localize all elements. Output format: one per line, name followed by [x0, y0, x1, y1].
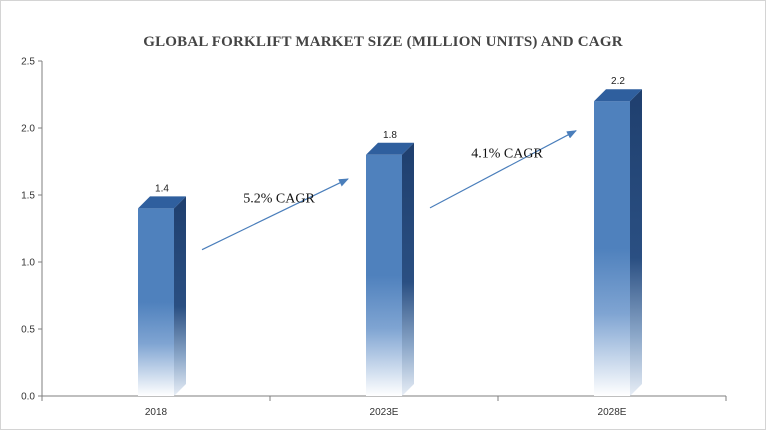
cagr-annotations: 5.2% CAGR 4.1% CAGR	[201, 130, 577, 251]
bar-front-face	[594, 101, 630, 396]
y-tick-label: 2.5	[21, 57, 35, 68]
data-label: 1.8	[383, 130, 397, 141]
cagr-arrow	[201, 178, 349, 251]
y-tick-label: 2.0	[21, 124, 35, 135]
bar-2018	[138, 196, 186, 396]
x-tick-label: 2018	[145, 407, 168, 418]
y-tick-label: 0.5	[21, 325, 35, 336]
bar-side-face	[402, 142, 414, 396]
bar-front-face	[366, 154, 402, 396]
cagr-label: 5.2% CAGR	[243, 191, 315, 206]
bar-top-face	[138, 196, 186, 209]
bar-side-face	[174, 196, 186, 396]
bar-side-face	[630, 89, 642, 396]
bar-top-face	[594, 89, 642, 102]
x-tick-label: 2028E	[598, 407, 627, 418]
bar-front-face	[138, 208, 174, 396]
x-tick-label: 2023E	[370, 407, 399, 418]
bar-2023E	[366, 142, 414, 396]
bars: 1.4 1.8 2.2	[138, 76, 642, 396]
cagr-label: 4.1% CAGR	[471, 146, 543, 161]
bar-2028E	[594, 89, 642, 396]
bar-top-face	[366, 142, 414, 155]
chart-title: GLOBAL FORKLIFT MARKET SIZE (MILLION UNI…	[143, 34, 623, 50]
y-tick-label: 1.0	[21, 258, 35, 269]
y-tick-label: 1.5	[21, 191, 35, 202]
cagr-arrow	[429, 130, 577, 209]
data-label: 1.4	[155, 183, 169, 194]
y-tick-label: 0.0	[21, 392, 35, 403]
data-label: 2.2	[611, 76, 625, 87]
